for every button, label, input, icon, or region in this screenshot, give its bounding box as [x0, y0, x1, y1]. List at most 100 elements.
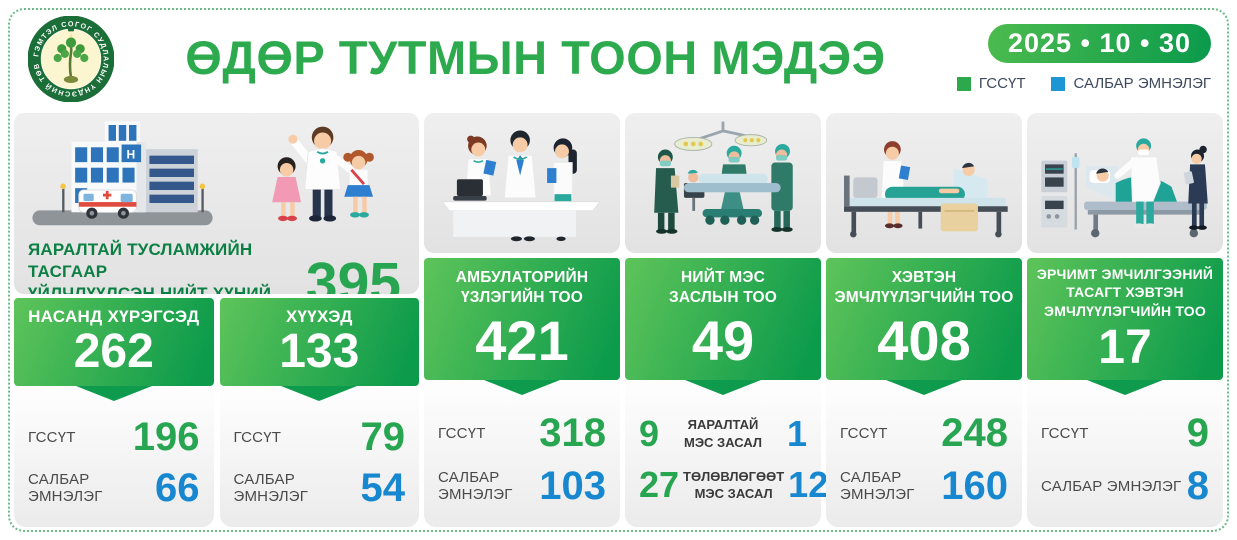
section-title: АМБУЛАТОРИЙН ҮЗЛЭГИЙН ТОО — [455, 268, 589, 307]
ambulance-icon — [77, 189, 137, 219]
group-children-rows: ГССҮТ 79 САЛБАР ЭМНЭЛЭГ 54 — [219, 386, 419, 527]
icu-illustration — [1041, 138, 1208, 238]
header-right: 2025 • 10 • 30 ГССҮТ САЛБАР ЭМНЭЛЭГ — [956, 24, 1211, 92]
row-label: ГССҮТ — [233, 428, 282, 446]
row-value: 9 — [1186, 411, 1209, 455]
row-label: САЛБАР ЭМНЭЛЭГ — [438, 469, 513, 503]
blue-swatch-icon — [1051, 76, 1066, 91]
nurse-left — [654, 149, 680, 234]
stat-row: САЛБАР ЭМНЭЛЭГ 160 — [840, 466, 1008, 506]
nurse-female-right — [547, 138, 577, 202]
main-grid: H — [14, 113, 1223, 527]
row-label: САЛБАР ЭМНЭЛЭГ — [840, 469, 915, 503]
logo-tree-icon — [53, 37, 89, 84]
ambulatory-rows: ГССҮТ 318 САЛБАР ЭМНЭЛЭГ 103 — [424, 380, 620, 527]
surgery-panel — [625, 113, 821, 253]
section-total: 408 — [877, 308, 971, 372]
group-total: 262 — [73, 324, 154, 378]
stat-row: САЛБАР ЭМНЭЛЭГ 103 — [438, 466, 606, 506]
stat-row: САЛБАР ЭМНЭЛЭГ 8 — [1041, 466, 1209, 506]
row-label: САЛБАР ЭМНЭЛЭГ — [233, 471, 309, 505]
group-adults: НАСАНД ХҮРЭГСЭД 262 ГССҮТ 196 САЛБАР ЭМН… — [14, 298, 214, 527]
page-title: ӨДӨР ТУТМЫН ТООН МЭДЭЭ — [185, 31, 886, 84]
stat-row: ГССҮТ 9 — [1041, 413, 1209, 453]
row-label: ГССҮТ — [28, 428, 76, 446]
section-total: 17 — [1098, 321, 1152, 374]
girl-left-figure — [271, 157, 301, 222]
surgeon-right — [771, 143, 793, 232]
operating-table — [683, 169, 781, 225]
group-label: ХҮҮХЭД — [285, 306, 353, 326]
row-label: ТӨЛӨВЛӨГӨӨТ МЭС ЗАСАЛ — [683, 468, 785, 502]
stat-row: САЛБАР ЭМНЭЛЭГ 54 — [234, 468, 406, 508]
stat-row: ГССҮТ 248 — [840, 413, 1008, 453]
emergency-total-value: 395 — [305, 250, 401, 294]
desk — [441, 179, 602, 242]
doctor-male-middle — [503, 130, 537, 199]
emergency-panel: H — [14, 113, 419, 294]
date-badge: 2025 • 10 • 30 — [987, 24, 1211, 63]
doctor-figure — [1114, 138, 1161, 229]
emergency-total-band: ЯАРАЛТАЙ ТУСЛАМЖИЙН ТАСГААР ҮЙЛЧЛҮҮЛСЭН … — [14, 239, 419, 294]
group-children: ХҮҮХЭД 133 ГССҮТ 79 САЛБАР ЭМНЭЛЭГ 54 — [219, 298, 419, 527]
inpatient-header: ХЭВТЭН ЭМЧЛҮҮЛЭГЧИЙН ТОО 408 — [826, 258, 1022, 380]
section-title: ХЭВТЭН ЭМЧЛҮҮЛЭГЧИЙН ТОО — [834, 268, 1014, 307]
row-value: 248 — [941, 411, 1008, 455]
stat-row: САЛБАР ЭМНЭЛЭГ 66 — [28, 468, 200, 508]
section-title: ЭРЧИМТ ЭМЧИЛГЭЭНИЙ ТАСАГТ ХЭВТЭН ЭМЧЛҮҮЛ… — [1036, 265, 1214, 319]
stat-row: ГССҮТ 318 — [438, 413, 606, 453]
group-adults-header: НАСАНД ХҮРЭГСЭД 262 — [14, 298, 214, 386]
legend-item-branch: САЛБАР ЭМНЭЛЭГ — [1051, 75, 1211, 92]
section-title: НИЙТ МЭС ЗАСЛЫН ТОО — [668, 268, 778, 307]
legend: ГССҮТ САЛБАР ЭМНЭЛЭГ — [956, 75, 1211, 92]
emergency-title: ЯАРАЛТАЙ ТУСЛАМЖИЙН ТАСГААР ҮЙЛЧЛҮҮЛСЭН … — [28, 240, 272, 294]
girl-right-figure — [342, 150, 374, 218]
row-label: ГССҮТ — [840, 424, 888, 442]
icu-panel — [1027, 113, 1223, 253]
row-value: 79 — [360, 415, 406, 459]
green-swatch-icon — [956, 76, 971, 91]
surgery-header: НИЙТ МЭС ЗАСЛЫН ТОО 49 — [625, 258, 821, 380]
doctor-children-illustration — [271, 126, 374, 222]
section-ambulatory: АМБУЛАТОРИЙН ҮЗЛЭГИЙН ТОО 421 ГССҮТ 318 … — [424, 113, 620, 527]
legend-label: САЛБАР ЭМНЭЛЭГ — [1073, 75, 1211, 92]
ambulatory-header: АМБУЛАТОРИЙН ҮЗЛЭГИЙН ТОО 421 — [424, 258, 620, 380]
row-value: 66 — [155, 466, 200, 510]
row-value-gssut: 9 — [639, 412, 660, 454]
ambulatory-panel — [424, 113, 620, 253]
group-label: НАСАНД ХҮРЭГСЭД — [28, 306, 200, 326]
nurse-figure — [1183, 145, 1208, 230]
emergency-groups: НАСАНД ХҮРЭГСЭД 262 ГССҮТ 196 САЛБАР ЭМН… — [14, 298, 419, 527]
clinic-desk-illustration — [441, 130, 602, 242]
patient-bed — [844, 162, 1008, 238]
row-value-branch: 12 — [788, 464, 829, 506]
surgical-lights — [674, 121, 768, 151]
group-children-header: ХҮҮХЭД 133 — [219, 298, 419, 386]
row-label: САЛБАР ЭМНЭЛЭГ — [1041, 477, 1182, 495]
legend-label: ГССҮТ — [978, 75, 1026, 92]
row-value: 318 — [539, 411, 606, 455]
section-surgery: НИЙТ МЭС ЗАСЛЫН ТОО 49 9 ЯАРАЛТАЙ МЭС ЗА… — [625, 113, 828, 527]
inpatient-rows: ГССҮТ 248 САЛБАР ЭМНЭЛЭГ 160 — [826, 380, 1022, 527]
row-value: 8 — [1186, 464, 1209, 508]
section-icu: ЭРЧИМТ ЭМЧИЛГЭЭНИЙ ТАСАГТ ХЭВТЭН ЭМЧЛҮҮЛ… — [1027, 113, 1223, 527]
section-emergency: H — [14, 113, 419, 527]
operating-room-illustration — [654, 121, 793, 234]
hospital-logo-icon: ГЭМТЭЛ СОГОГ СУДЛАЛЫН ҮНДЭСНИЙ ТӨВ — [28, 16, 114, 102]
split-stat-row: 27 ТӨЛӨВЛӨГӨӨТ МЭС ЗАСАЛ 12 — [639, 467, 828, 503]
legend-item-gssut: ГССҮТ — [956, 75, 1026, 92]
header: ГЭМТЭЛ СОГОГ СУДЛАЛЫН ҮНДЭСНИЙ ТӨВ ӨДӨР … — [28, 16, 1211, 110]
emergency-illustrations: H — [14, 113, 419, 239]
section-total: 421 — [475, 308, 569, 372]
section-inpatient: ХЭВТЭН ЭМЧЛҮҮЛЭГЧИЙН ТОО 408 ГССҮТ 248 С… — [826, 113, 1022, 527]
section-total: 49 — [691, 308, 755, 372]
row-value: 54 — [360, 466, 406, 510]
doctor-figure — [880, 141, 911, 229]
row-value: 160 — [941, 464, 1008, 508]
hospital-ward-illustration — [844, 141, 1008, 238]
icu-header: ЭРЧИМТ ЭМЧИЛГЭЭНИЙ ТАСАГТ ХЭВТЭН ЭМЧЛҮҮЛ… — [1027, 258, 1223, 380]
medical-equipment — [1041, 153, 1080, 230]
svg-text:H: H — [126, 147, 135, 161]
doctor-figure — [287, 126, 354, 222]
